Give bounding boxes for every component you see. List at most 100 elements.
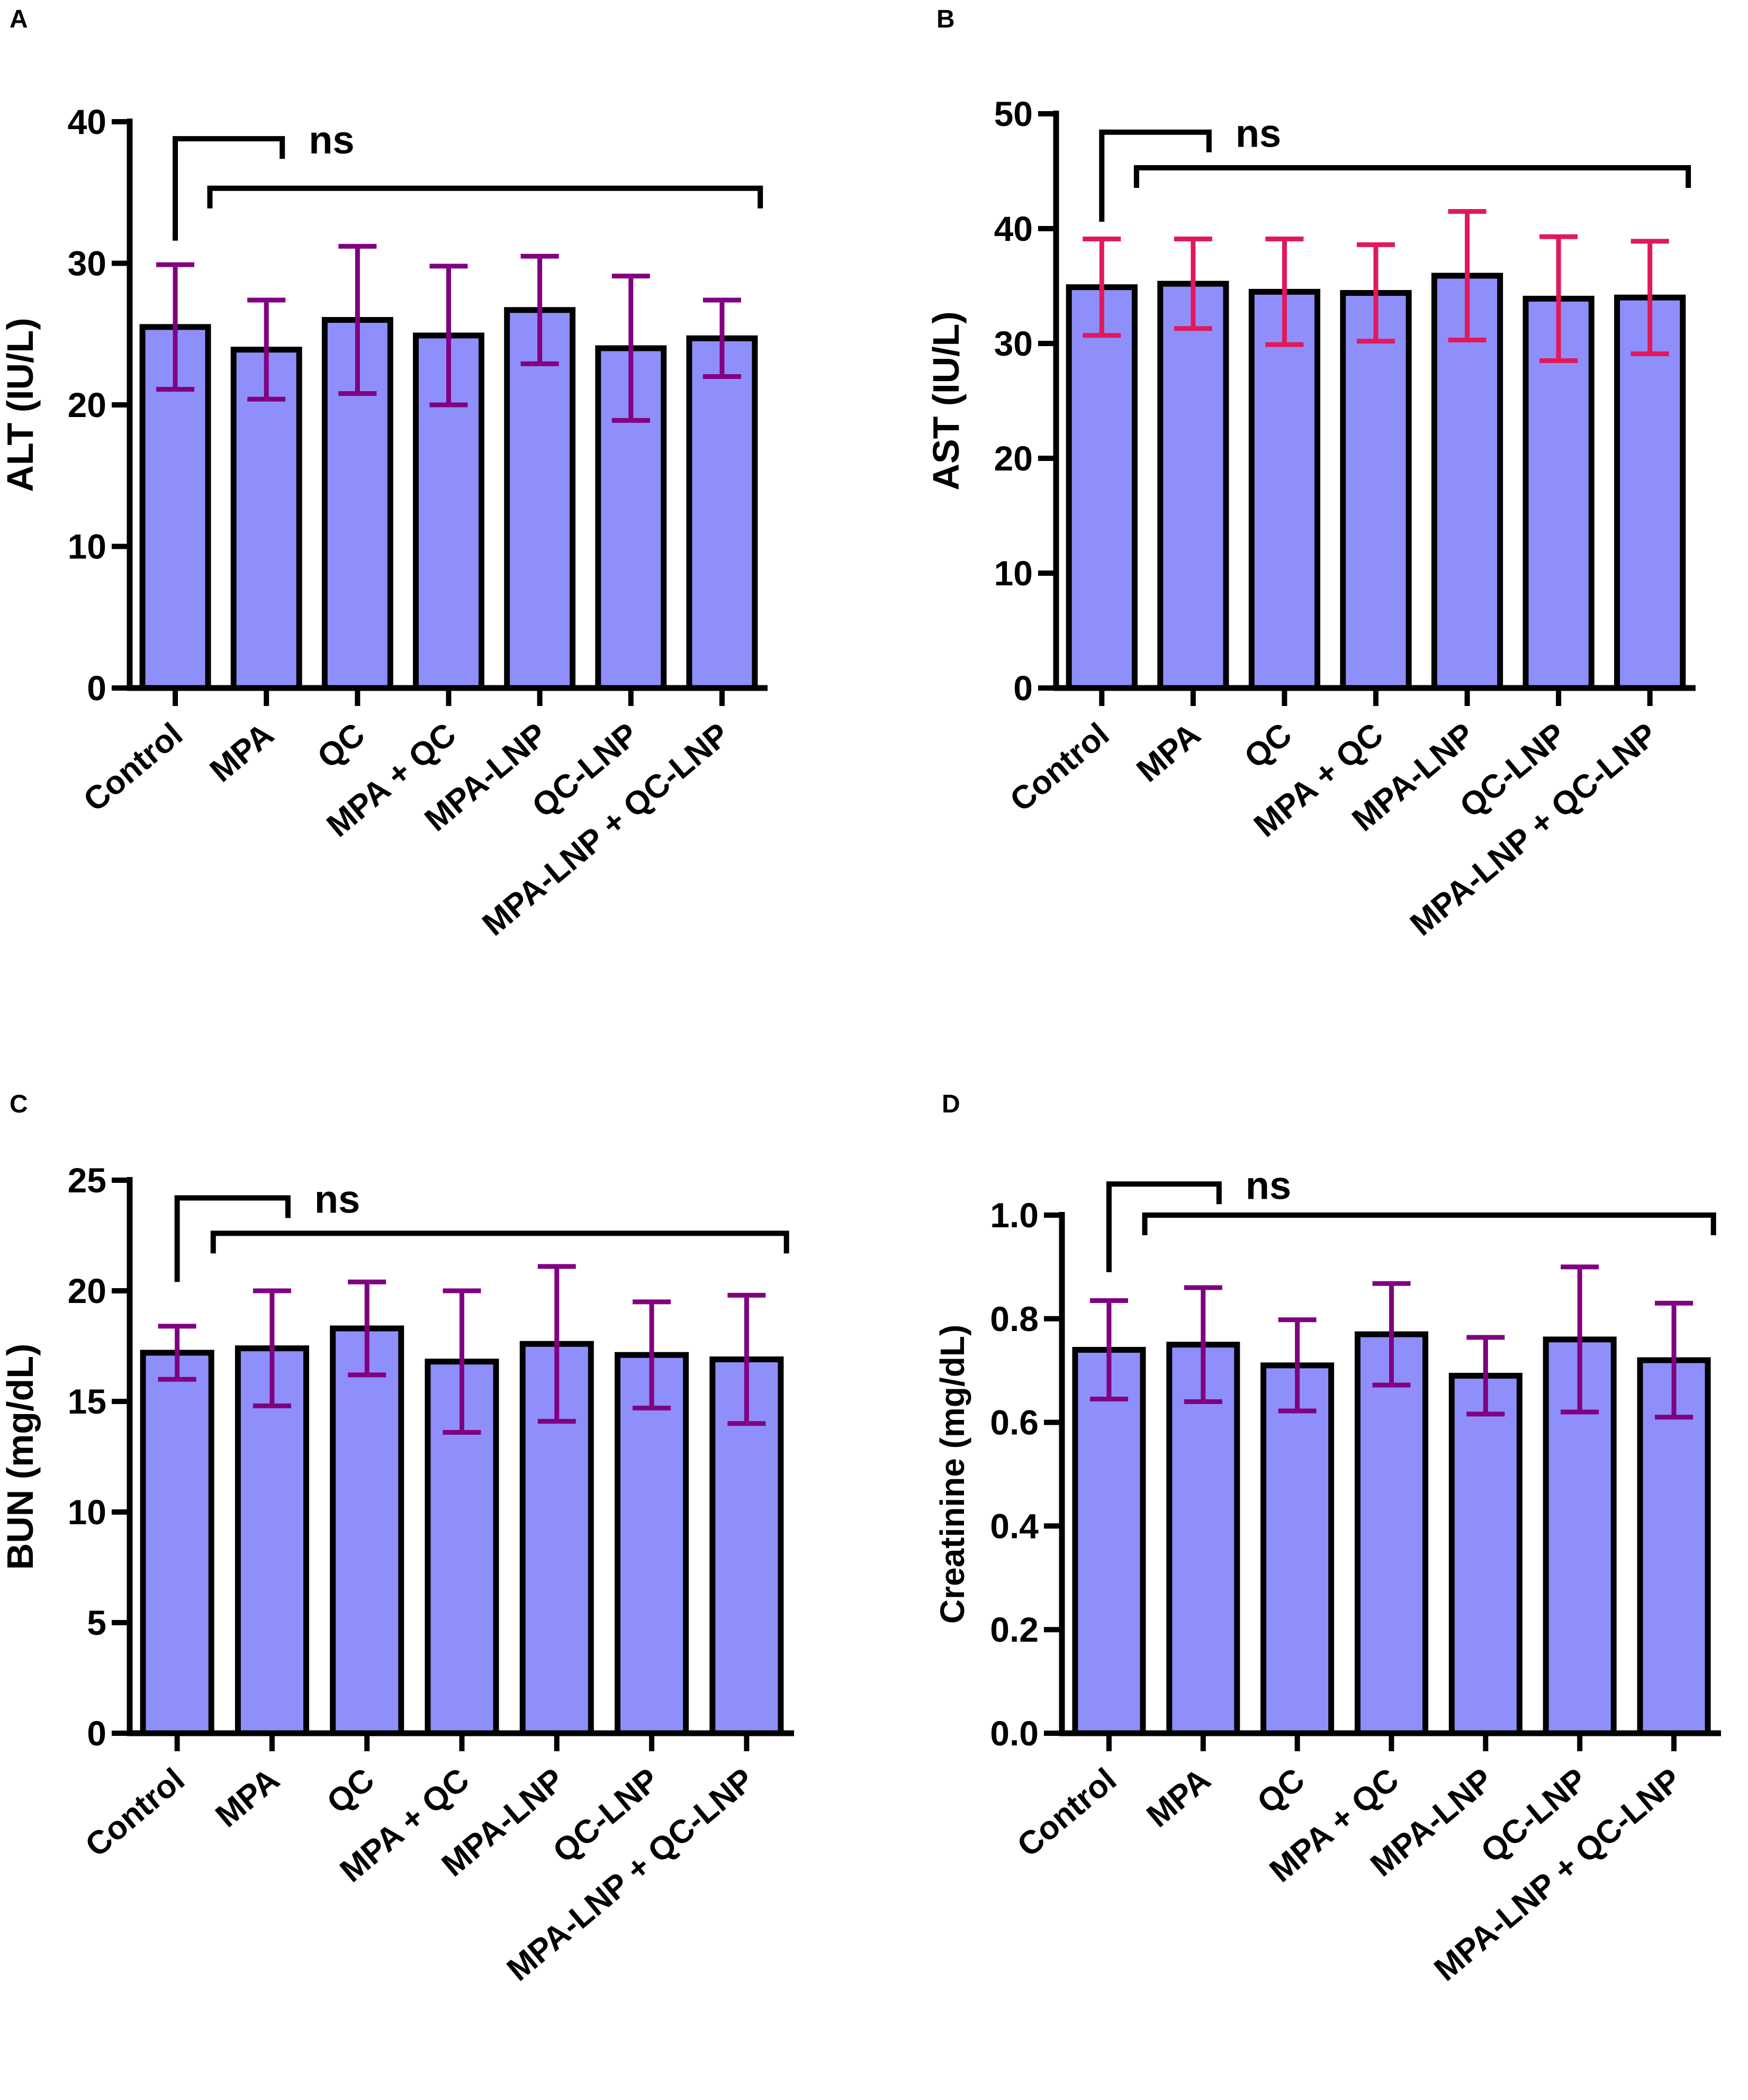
x-tick-label: MPA — [209, 1761, 286, 1834]
y-tick-label: 25 — [68, 1161, 106, 1200]
bar-mpa-lnp-qc-lnp — [686, 335, 758, 691]
error-bar — [1265, 237, 1304, 347]
error-bar — [1372, 1281, 1411, 1388]
bar-mpa-lnp — [1431, 273, 1503, 691]
significance-bracket-long — [1142, 1212, 1716, 1235]
error-bar — [1561, 1264, 1599, 1415]
y-tick-label: 50 — [994, 94, 1033, 133]
y-tick-label: 0 — [87, 1714, 106, 1753]
error-bar — [1655, 1300, 1693, 1420]
y-tick-label: 20 — [68, 1271, 106, 1310]
significance-bracket-short — [1106, 1181, 1222, 1272]
y-tick-label: 15 — [68, 1382, 106, 1421]
error-bar — [1539, 234, 1578, 364]
bar-qc — [1260, 1362, 1335, 1736]
significance-bracket-long — [207, 185, 763, 209]
error-bar — [348, 1279, 386, 1378]
error-bar — [727, 1292, 766, 1426]
error-bar — [156, 262, 195, 392]
x-tick-label: MPA — [203, 716, 281, 789]
significance-bracket-long — [1133, 165, 1691, 188]
x-tick-label: QC — [1238, 716, 1299, 776]
bar-control — [1066, 284, 1138, 691]
bar-qc — [330, 1325, 404, 1736]
error-bar — [520, 254, 559, 366]
significance-label: ns — [309, 118, 354, 162]
significance-bracket-short — [173, 136, 285, 241]
error-bar — [1448, 209, 1486, 342]
bar-control — [140, 1350, 214, 1736]
panel-d: D 0.0 0.2 0.4 0.6 0.8 1.0 Control MPA QC MPA + QC… — [874, 1074, 1748, 2100]
error-bar — [1184, 1285, 1222, 1404]
error-bar — [338, 243, 377, 396]
error-bar — [1278, 1317, 1317, 1414]
x-tick-label: QC — [1250, 1761, 1312, 1821]
significance-label: ns — [1236, 112, 1281, 156]
y-axis-title: Creatinine (mg/dL) — [933, 1325, 971, 1624]
y-tick-label: 0.4 — [990, 1506, 1039, 1545]
error-bar — [1083, 237, 1121, 338]
bar-mpa-qc — [1354, 1331, 1429, 1736]
y-tick-label: 5 — [87, 1603, 106, 1642]
significance-bracket-short — [174, 1195, 291, 1282]
significance-label: ns — [1246, 1163, 1291, 1207]
error-bar — [253, 1288, 291, 1408]
y-tick-label: 0 — [1013, 668, 1033, 708]
error-bar — [1357, 242, 1395, 344]
panel-b: B 0 10 20 30 40 50 Control MPA QC MPA + QC MPA-LNP… — [874, 0, 1748, 1074]
y-axis-title: BUN (mg/dL) — [0, 1344, 41, 1570]
panel-letter: C — [10, 1090, 28, 1118]
panel-c: C 0 5 10 15 20 25 Control MPA QC MPA + QC MPA-LNP Q… — [0, 1074, 874, 2100]
y-tick-label: 0.6 — [990, 1403, 1039, 1442]
x-tick-label: MPA — [1140, 1761, 1217, 1834]
bar-mpa-qc — [413, 332, 484, 691]
y-tick-label: 30 — [68, 244, 106, 283]
y-tick-label: 20 — [994, 439, 1033, 478]
error-bar — [633, 1299, 671, 1411]
error-bar — [1630, 239, 1669, 357]
bar-mpa-lnp-qc-lnp — [1614, 294, 1686, 691]
bar-mpa — [1166, 1342, 1240, 1736]
y-tick-label: 20 — [68, 385, 106, 424]
bar-qc — [1248, 288, 1321, 691]
y-tick-label: 10 — [68, 1492, 106, 1532]
bar-mpa-lnp — [504, 307, 576, 691]
y-axis-title: AST (IU/L) — [925, 311, 967, 490]
error-bar — [429, 264, 468, 408]
y-tick-label: 40 — [994, 209, 1033, 248]
y-tick-label: 10 — [68, 527, 106, 566]
y-tick-label: 30 — [994, 324, 1033, 363]
y-tick-label: 1.0 — [990, 1196, 1039, 1235]
panel-letter: B — [936, 5, 955, 33]
x-tick-label: Control — [77, 716, 190, 819]
panel-a: A 0 10 20 30 40 Control MPA QC MPA + QC MPA-LNP QC… — [0, 0, 874, 1074]
error-bar — [1174, 237, 1212, 331]
significance-bracket-long — [210, 1230, 789, 1254]
y-tick-label: 0 — [87, 668, 106, 708]
error-bar — [611, 274, 650, 423]
bar-control — [1072, 1347, 1146, 1736]
error-bar — [443, 1288, 481, 1435]
error-bar — [702, 297, 741, 379]
x-tick-label: Control — [78, 1761, 191, 1864]
x-tick-label: MPA — [1130, 716, 1207, 789]
x-tick-label: Control — [1011, 1761, 1123, 1864]
y-tick-label: 40 — [68, 102, 106, 141]
significance-label: ns — [314, 1177, 360, 1221]
x-tick-label: Control — [1003, 716, 1116, 819]
bar-mpa-lnp — [1448, 1372, 1522, 1736]
error-bar — [1089, 1298, 1128, 1402]
y-axis-title: ALT (IU/L) — [0, 318, 41, 492]
x-tick-label: QC — [320, 1761, 382, 1821]
x-tick-label: QC — [311, 716, 372, 776]
panel-letter: D — [942, 1090, 960, 1118]
error-bar — [537, 1264, 576, 1424]
error-bar — [247, 297, 286, 402]
bar-mpa-lnp-qc-lnp — [1637, 1357, 1711, 1736]
error-bar — [1466, 1335, 1505, 1417]
error-bar — [158, 1324, 196, 1382]
